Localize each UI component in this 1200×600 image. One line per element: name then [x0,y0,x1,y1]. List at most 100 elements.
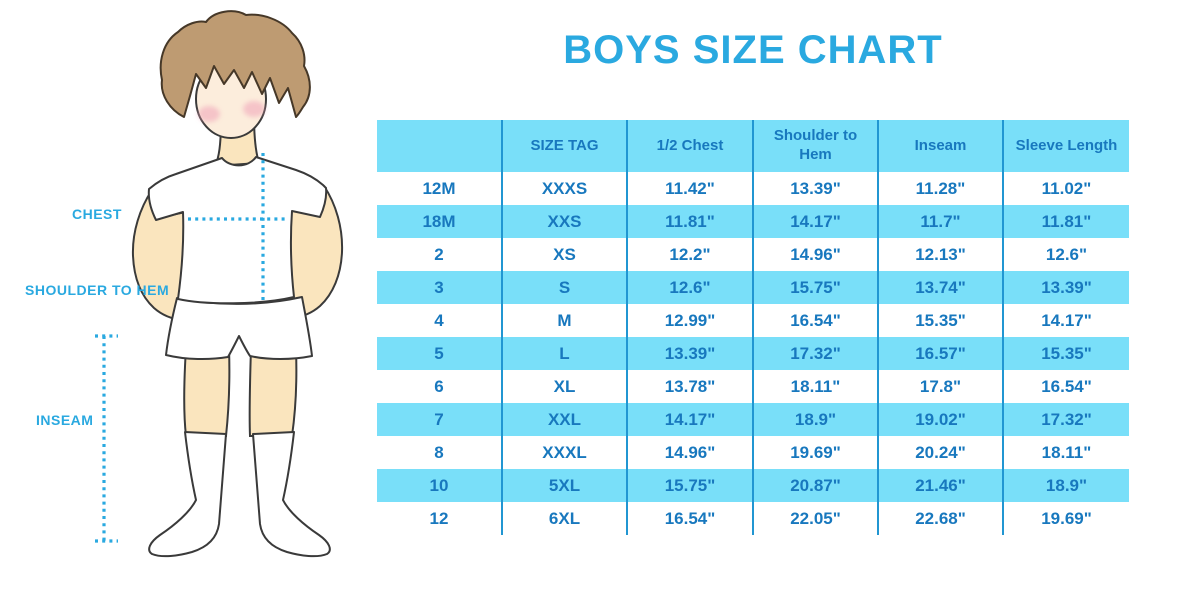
table-cell: 11.81" [1003,205,1129,238]
size-chart-table: SIZE TAG 1/2 Chest Shoulder to Hem Insea… [377,120,1129,535]
right-sock [252,431,331,558]
table-cell: 17.32" [753,337,879,370]
header-cell-inseam: Inseam [878,120,1004,172]
right-leg [248,346,298,437]
table-cell: 18M [377,205,503,238]
table-cell: XS [502,238,628,271]
table-cell: 15.35" [1003,337,1129,370]
table-cell: XXXL [502,436,628,469]
table-cell: XL [502,370,628,403]
table-cell: 18.11" [753,370,879,403]
table-cell: XXL [502,403,628,436]
table-cell: 7 [377,403,503,436]
table-row: 12 6XL 16.54" 22.05" 22.68" 19.69" [377,502,1129,535]
table-cell: 3 [377,271,503,304]
table-cell: 11.42" [627,172,754,205]
table-cell: 11.28" [878,172,1004,205]
header-cell-size [377,120,503,172]
shorts [165,296,313,361]
table-cell: 12.99" [627,304,754,337]
chest-label: CHEST [72,206,122,222]
t-shirt [147,156,328,305]
table-cell: 11.02" [1041,178,1092,198]
table-cell: 18.9" [1003,469,1129,502]
table-row: 12M XXXS 11.42" 13.39" 11.28" 11.02" [377,172,1129,205]
table-cell: 5XL [502,469,628,502]
table-cell: 21.46" [878,469,1004,502]
boy-illustration [95,10,344,558]
header-cell-size-tag: SIZE TAG [502,120,628,172]
table-cell: 16.54" [753,304,879,337]
table-cell: M [502,304,628,337]
table-cell: 14.17" [753,205,879,238]
table-cell: 14.17" [627,403,754,436]
table-row: 8 XXXL 14.96" 19.69" 20.24" 18.11" [377,436,1129,469]
table-cell: 4 [377,304,503,337]
table-cell: L [502,337,628,370]
table-cell: 11.81" [627,205,754,238]
table-cell: 12.6" [627,271,754,304]
table-row: 6 XL 13.78" 18.11" 17.8" 16.54" [377,370,1129,403]
table-row: 5 L 13.39" 17.32" 16.57" 15.35" [377,337,1129,370]
page-title: BOYS SIZE CHART [563,28,943,72]
table-cell: 5 [377,337,503,370]
table-cell: 12.13" [878,238,1004,271]
table-cell: 20.24" [878,436,1004,469]
table-cell: 19.69" [1041,508,1092,528]
table-cell: 15.75" [753,271,879,304]
table-row: 3 S 12.6" 15.75" 13.74" 13.39" [377,271,1129,304]
header-cell-shoulder-to-hem: Shoulder to Hem [753,120,879,172]
table-cell: 17.32" [1003,403,1129,436]
table-cell: 13.39" [753,172,879,205]
shoulder-to-hem-label: SHOULDER TO HEM [25,282,170,298]
header-cell-half-chest: 1/2 Chest [627,120,754,172]
table-row: 7 XXL 14.17" 18.9" 19.02" 17.32" [377,403,1129,436]
table-row: 2 XS 12.2" 14.96" 12.13" 12.6" [377,238,1129,271]
table-cell: 12.2" [627,238,754,271]
table-row: 4 M 12.99" 16.54" 15.35" 14.17" [377,304,1129,337]
table-cell: 8 [377,436,503,469]
table-cell: 18.9" [753,403,879,436]
table-cell: 13.78" [627,370,754,403]
table-cell: 16.57" [878,337,1004,370]
table-cell: 16.54" [627,502,754,535]
table-cell: 12M [377,172,503,205]
table-cell: 19.02" [878,403,1004,436]
table-cell: 16.54" [1041,376,1092,396]
left-leg [183,347,231,437]
table-cell: 15.35" [878,304,1004,337]
left-cheek [198,106,220,122]
table-cell: 2 [377,238,503,271]
right-cheek [243,101,265,117]
table-cell: 22.05" [753,502,879,535]
hair [159,10,311,118]
table-cell: 14.17" [1041,310,1092,330]
header-cell-sleeve-length: Sleeve Length [1003,120,1129,172]
table-cell: S [502,271,628,304]
table-cell: 14.96" [753,238,879,271]
table-row: 10 5XL 15.75" 20.87" 21.46" 18.9" [377,469,1129,502]
table-cell: XXS [502,205,628,238]
table-cell: XXXS [502,172,628,205]
inseam-measure-line [95,334,118,543]
table-cell: 11.7" [878,205,1004,238]
table-cell: 17.8" [878,370,1004,403]
table-cell: 22.68" [878,502,1004,535]
inseam-label: INSEAM [36,412,94,428]
table-cell: 13.39" [1003,271,1129,304]
table-cell: 10 [377,469,503,502]
table-cell: 6XL [502,502,628,535]
table-cell: 19.69" [753,436,879,469]
table-cell: 13.39" [627,337,754,370]
table-cell: 20.87" [753,469,879,502]
table-cell: 6 [377,370,503,403]
table-cell: 13.74" [878,271,1004,304]
table-cell: 12 [377,502,503,535]
table-cell: 15.75" [627,469,754,502]
left-sock [148,431,227,558]
table-cell: 12.6" [1045,244,1088,264]
table-cell: 18.11" [1041,442,1092,462]
table-row: 18M XXS 11.81" 14.17" 11.7" 11.81" [377,205,1129,238]
table-cell: 14.96" [627,436,754,469]
